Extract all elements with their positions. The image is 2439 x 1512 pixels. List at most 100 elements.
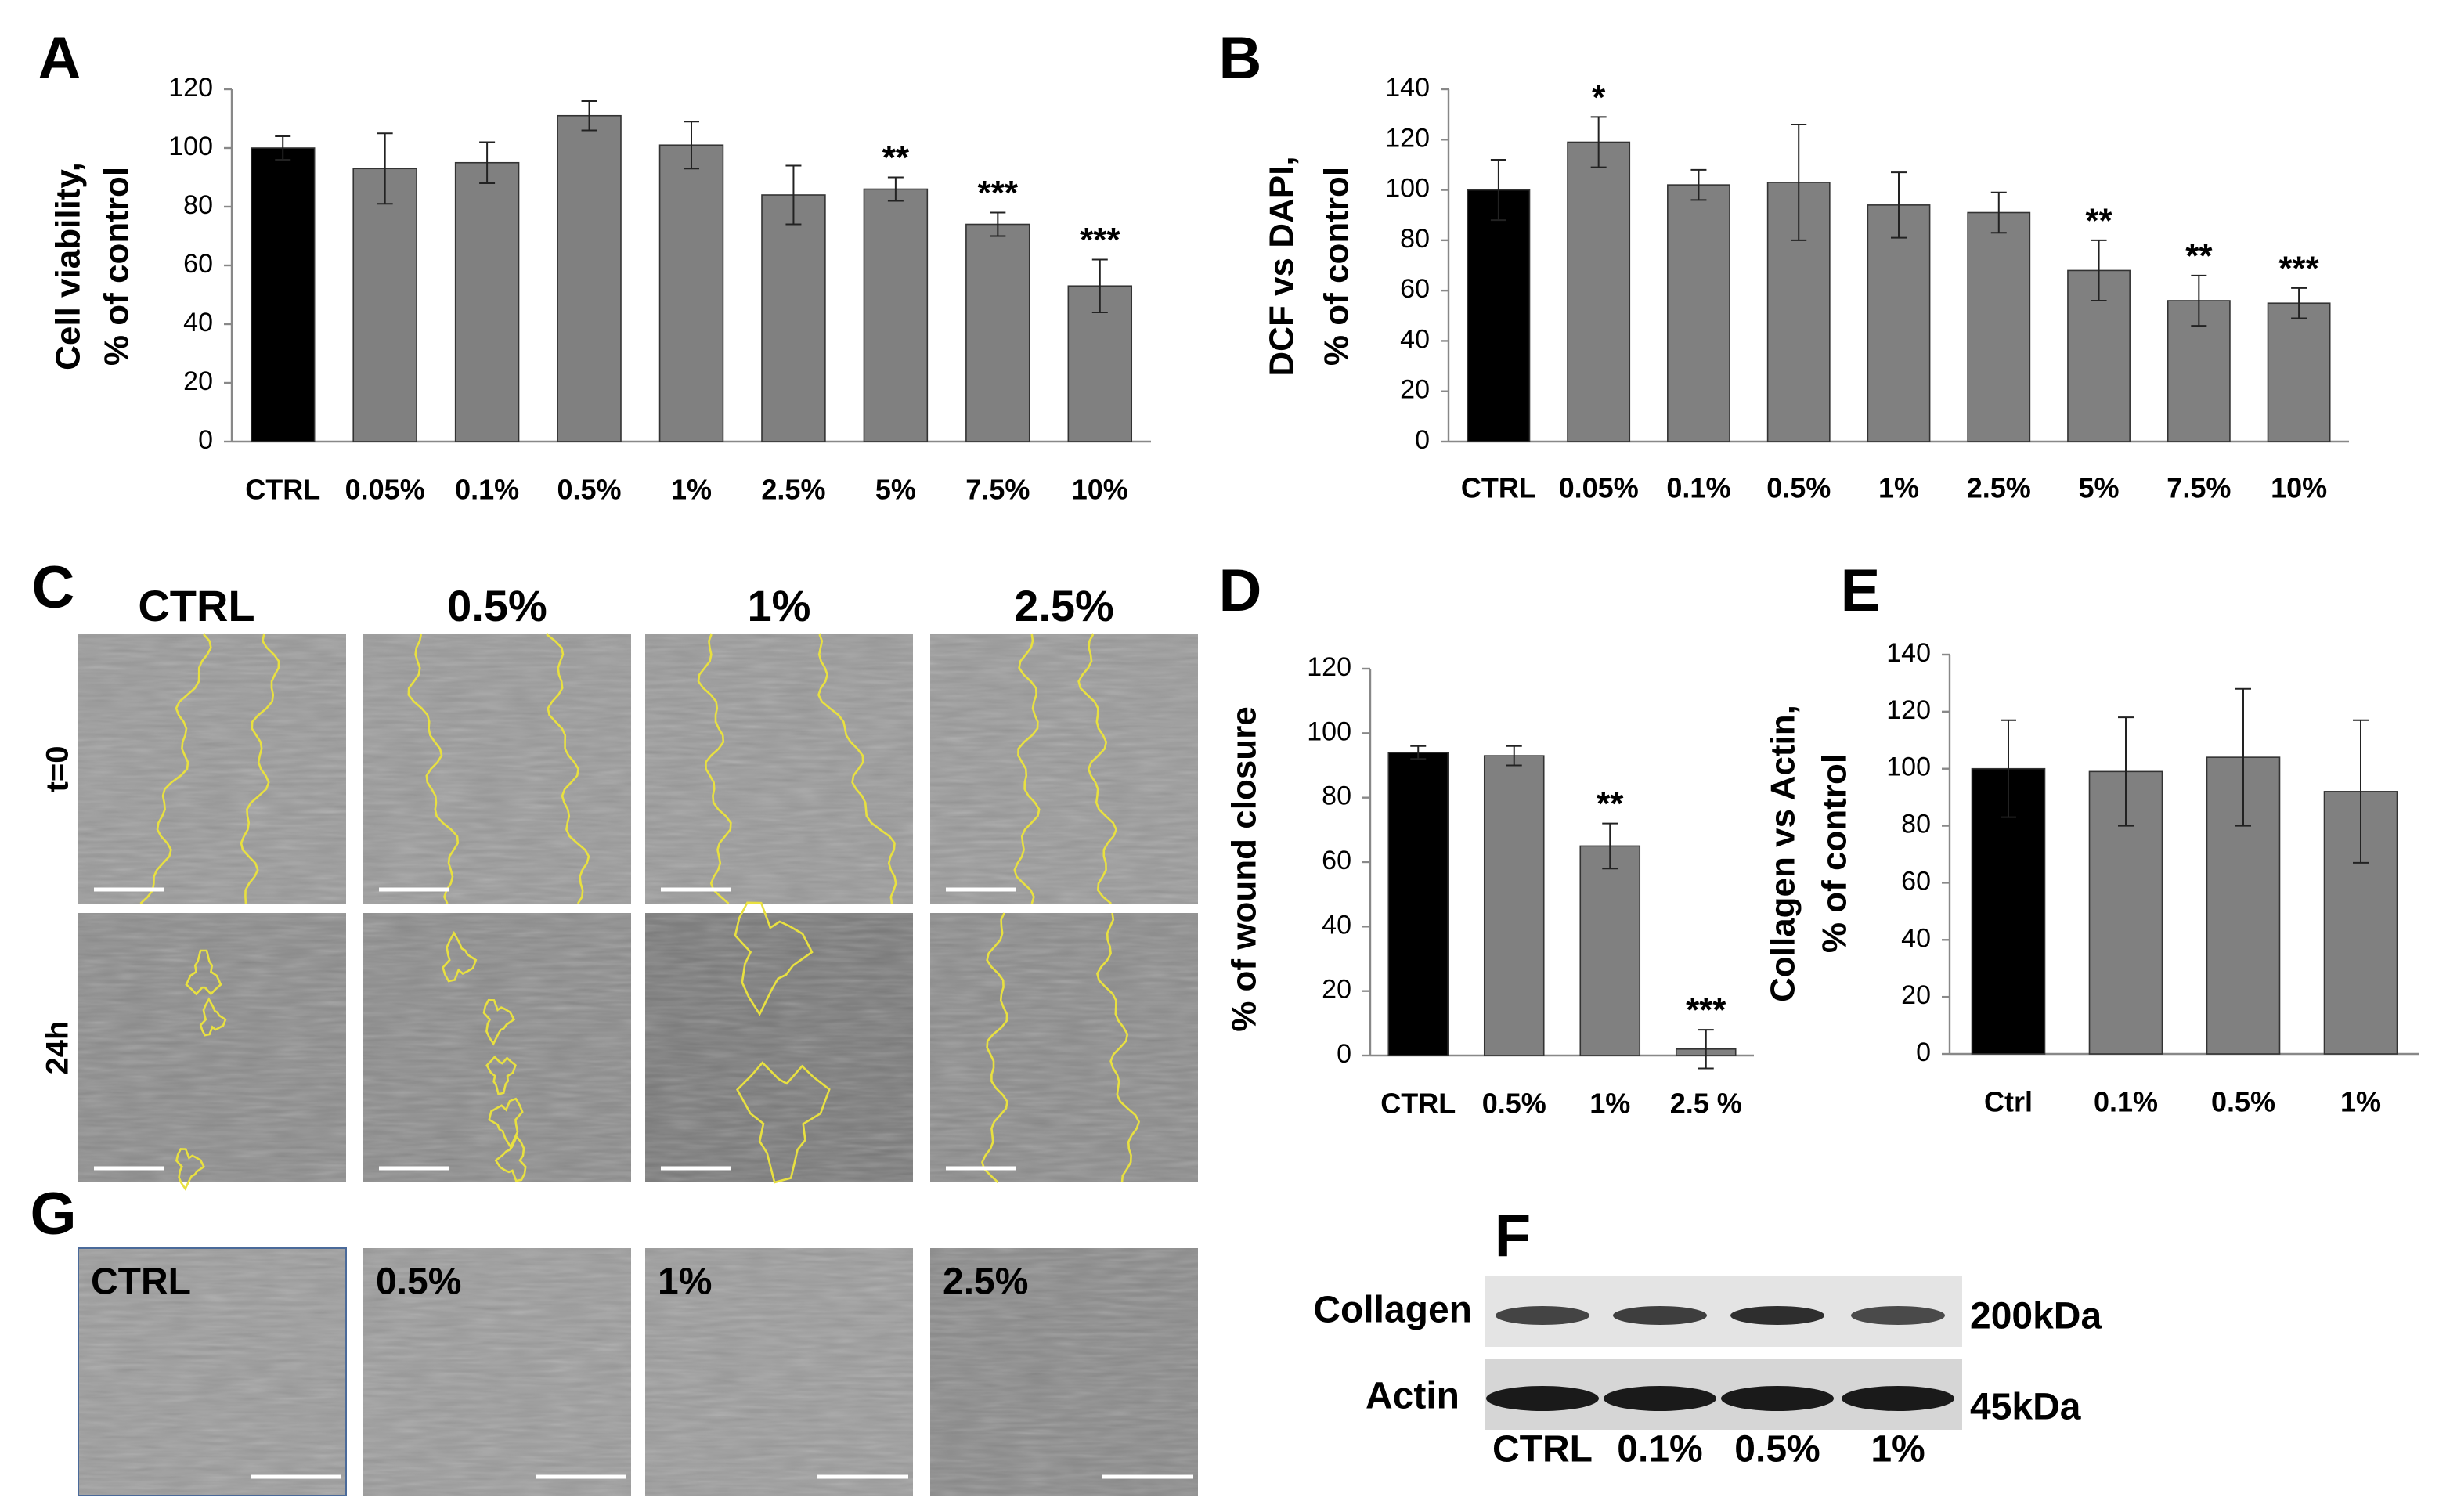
error-bar — [684, 121, 699, 170]
wound-outline — [482, 998, 516, 1046]
micrograph-texture — [645, 1248, 913, 1496]
error-bar — [581, 100, 597, 132]
image-border — [78, 1247, 347, 1496]
x-tick-label: 0.5% — [557, 474, 622, 506]
blot-band — [1486, 1386, 1599, 1411]
significance-label: *** — [1080, 221, 1120, 259]
x-tick-label: 1% — [1878, 472, 1919, 504]
y-axis-label: Cell viability, — [49, 162, 88, 370]
error-bar — [2235, 687, 2251, 827]
significance-label: *** — [2278, 250, 2319, 288]
wound-outline — [488, 1097, 524, 1149]
error-bar — [990, 211, 1006, 237]
wound-outline — [734, 901, 814, 1016]
bar — [1567, 141, 1631, 442]
x-tick-label: 5% — [875, 474, 916, 506]
y-tick-label: 120 — [168, 73, 213, 103]
x-tick-label: 1% — [671, 474, 712, 506]
error-bar — [1690, 168, 1707, 201]
blot-band — [1604, 1386, 1716, 1411]
column-header: CTRL — [138, 581, 254, 630]
micrograph-texture — [363, 1248, 631, 1496]
wound-edge — [981, 912, 1008, 1183]
error-bar — [377, 132, 393, 205]
error-bar — [785, 164, 802, 226]
error-bar — [1506, 745, 1522, 767]
x-tick-label: 0.5% — [1482, 1088, 1546, 1120]
x-tick-label: 2.5 % — [1670, 1088, 1742, 1120]
column-header: 2.5% — [1014, 581, 1114, 630]
wound-edge — [407, 633, 460, 904]
wound-edge — [139, 633, 212, 904]
x-tick-label: 10% — [2271, 472, 2327, 504]
error-bar — [2291, 287, 2307, 319]
y-tick-label: 60 — [1322, 846, 1351, 875]
wound-edge — [546, 633, 590, 904]
micrograph-texture — [930, 913, 1198, 1182]
bar — [658, 144, 724, 442]
error-bar — [1791, 124, 1807, 241]
error-bar — [1091, 258, 1108, 313]
y-tick-label: 40 — [1901, 923, 1931, 953]
y-tick-label: 100 — [1385, 174, 1430, 204]
blot-band — [1721, 1386, 1834, 1411]
bar — [1967, 211, 2031, 442]
error-bar — [2353, 719, 2369, 864]
x-tick-label: CTRL — [1380, 1088, 1456, 1120]
y-axis-label: % of control — [1816, 754, 1854, 953]
micrograph-texture — [363, 634, 631, 904]
error-bar — [2191, 274, 2207, 327]
x-tick-label: 1% — [2340, 1086, 2381, 1118]
error-bar — [2001, 719, 2016, 818]
blot-band — [1613, 1306, 1707, 1325]
size-label: 45kDa — [1970, 1387, 2081, 1428]
significance-label: *** — [1686, 991, 1726, 1030]
significance-label: *** — [978, 174, 1019, 212]
y-tick-label: 80 — [1322, 781, 1351, 811]
x-tick-label: 7.5% — [965, 474, 1030, 506]
y-tick-label: 0 — [1337, 1039, 1351, 1069]
y-tick-label: 20 — [1901, 980, 1931, 1010]
y-axis-label: % of control — [1318, 167, 1356, 366]
y-axis-label: % of control — [98, 167, 136, 366]
bar — [1467, 189, 1531, 442]
y-axis-label: % of wound closure — [1225, 706, 1264, 1032]
panel-label: G — [30, 1181, 76, 1247]
x-tick-label: 7.5% — [2167, 472, 2231, 504]
wound-outline — [494, 1135, 527, 1182]
bar — [1579, 845, 1641, 1056]
y-tick-label: 20 — [1322, 975, 1351, 1005]
micrograph-texture — [930, 634, 1198, 904]
y-tick-label: 120 — [1385, 123, 1430, 153]
x-tick-label: 0.5% — [2211, 1086, 2275, 1118]
error-bar — [2091, 239, 2107, 301]
y-axis-label: DCF vs DAPI, — [1263, 156, 1301, 376]
wound-outline — [485, 1055, 517, 1095]
y-tick-label: 80 — [1901, 810, 1931, 839]
bar — [2267, 302, 2331, 442]
y-tick-label: 40 — [1400, 324, 1430, 354]
y-tick-label: 140 — [1886, 638, 1931, 668]
blot-band — [1496, 1306, 1589, 1325]
x-tick-label: Ctrl — [1984, 1086, 2033, 1118]
x-tick-label: CTRL — [1461, 472, 1536, 504]
micrograph-texture — [78, 634, 346, 904]
x-tick-label: 0.1% — [1666, 472, 1730, 504]
error-bar — [1891, 171, 1907, 239]
y-tick-label: 0 — [1415, 425, 1430, 455]
y-tick-label: 0 — [198, 425, 213, 455]
micrograph-texture — [930, 1248, 1198, 1496]
lane-label: 0.1% — [1617, 1429, 1702, 1471]
error-bar — [1990, 191, 2007, 234]
y-tick-label: 40 — [183, 308, 213, 337]
x-tick-label: 5% — [2079, 472, 2120, 504]
image-label: 1% — [658, 1261, 712, 1303]
bar — [352, 168, 417, 442]
bar — [1667, 184, 1730, 442]
y-tick-label: 120 — [1307, 652, 1351, 682]
band-label: Collagen — [1313, 1290, 1472, 1331]
row-label: t=0 — [41, 746, 75, 792]
x-tick-label: 0.05% — [1559, 472, 1639, 504]
wound-edge — [1013, 633, 1041, 904]
